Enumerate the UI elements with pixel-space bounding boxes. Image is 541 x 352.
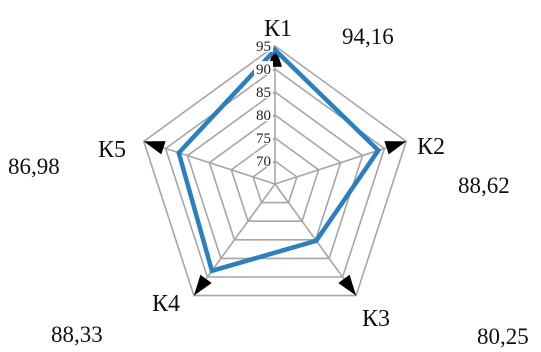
gridline-95 [142,45,408,297]
vertex-marker-2 [384,141,407,155]
label-layer: К1 К2 К3 К4 К5 94,16 88,62 80,25 88,33 86,98 [8,16,529,349]
tick-label-bg [254,61,273,75]
tick-label-75: 75 [256,131,271,147]
category-label-2: К2 [417,134,445,160]
tick-label-95: 95 [256,39,271,55]
data-point-2 [376,148,381,153]
vertex-marker-4 [193,274,212,296]
spoke-2 [274,140,407,185]
tick-label-bg [254,153,273,167]
data-label-4: 88,33 [51,322,103,347]
data-label-5: 86,98 [8,154,60,179]
tick-label-bg [254,84,273,98]
gridline-90 [164,68,386,278]
data-point-4 [209,268,215,273]
gridline-80 [208,114,342,241]
category-label-5: К5 [98,137,126,163]
category-label-1: К1 [264,16,292,42]
spoke-4 [193,183,276,297]
data-label-3: 80,25 [477,324,529,349]
data-point-1 [272,47,278,53]
gridline-75 [230,137,320,222]
data-label-1: 94,16 [342,24,394,49]
series-layer [176,46,382,274]
tick-layer: 70 75 80 85 90 95 [254,38,273,170]
spoke-5 [143,140,276,185]
data-point-3 [314,238,319,243]
grid-layer [142,45,408,297]
category-label-3: К3 [362,306,390,332]
tick-label-80: 80 [256,108,271,124]
tick-label-bg [254,38,273,52]
tick-label-90: 90 [256,62,271,78]
tick-label-bg [254,130,273,144]
marker-layer [143,46,407,296]
data-point-5 [176,150,181,155]
gridline-70 [252,160,298,204]
series-line [176,46,382,274]
tick-label-85: 85 [256,85,271,101]
tick-label-70: 70 [256,154,271,170]
gridline-85 [186,91,364,260]
data-label-2: 88,62 [458,173,510,198]
tick-label-bg [254,107,273,121]
vertex-marker-5 [143,141,166,155]
vertex-marker-3 [338,274,357,296]
category-label-4: К4 [152,291,180,317]
